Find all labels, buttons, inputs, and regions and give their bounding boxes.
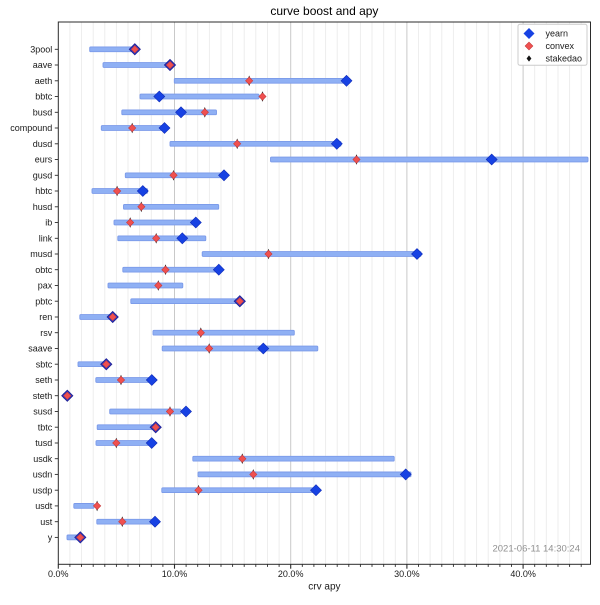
svg-text:tusd: tusd <box>35 438 52 448</box>
svg-text:steth: steth <box>33 391 53 401</box>
svg-text:20.0%: 20.0% <box>278 569 304 579</box>
svg-text:yearn: yearn <box>546 29 569 39</box>
svg-text:curve boost and apy: curve boost and apy <box>270 4 378 18</box>
svg-text:pbtc: pbtc <box>35 296 53 306</box>
svg-text:3pool: 3pool <box>30 45 52 55</box>
svg-text:usdp: usdp <box>33 485 53 495</box>
svg-text:tbtc: tbtc <box>38 422 53 432</box>
svg-text:ib: ib <box>45 218 52 228</box>
svg-text:convex: convex <box>546 41 575 51</box>
svg-text:usdk: usdk <box>33 454 53 464</box>
svg-text:musd: musd <box>30 249 52 259</box>
svg-text:pax: pax <box>38 281 53 291</box>
svg-text:rsv: rsv <box>40 328 52 338</box>
svg-text:busd: busd <box>33 108 53 118</box>
svg-text:usdn: usdn <box>33 470 53 480</box>
svg-text:2021-06-11 14:30:24: 2021-06-11 14:30:24 <box>492 544 580 555</box>
svg-text:usdt: usdt <box>35 501 53 511</box>
svg-text:bbtc: bbtc <box>35 92 53 102</box>
svg-text:dusd: dusd <box>33 139 53 149</box>
svg-text:obtc: obtc <box>35 265 53 275</box>
svg-text:hbtc: hbtc <box>35 186 53 196</box>
svg-text:gusd: gusd <box>33 171 53 181</box>
svg-text:ust: ust <box>40 517 53 527</box>
svg-text:stakedao: stakedao <box>546 54 583 64</box>
svg-text:40.0%: 40.0% <box>510 569 536 579</box>
svg-text:aave: aave <box>33 60 53 70</box>
svg-text:10.0%: 10.0% <box>162 569 188 579</box>
svg-text:eurs: eurs <box>35 155 53 165</box>
svg-text:sbtc: sbtc <box>36 359 53 369</box>
svg-text:crv apy: crv apy <box>308 582 340 593</box>
svg-text:saave: saave <box>28 344 52 354</box>
svg-text:y: y <box>48 533 53 543</box>
svg-text:link: link <box>39 234 53 244</box>
svg-text:0.0%: 0.0% <box>48 569 69 579</box>
svg-text:husd: husd <box>33 202 53 212</box>
svg-text:seth: seth <box>35 375 52 385</box>
svg-text:aeth: aeth <box>35 76 53 86</box>
svg-text:30.0%: 30.0% <box>394 569 420 579</box>
svg-text:ren: ren <box>39 312 52 322</box>
svg-text:susd: susd <box>33 407 52 417</box>
svg-text:compound: compound <box>10 123 52 133</box>
